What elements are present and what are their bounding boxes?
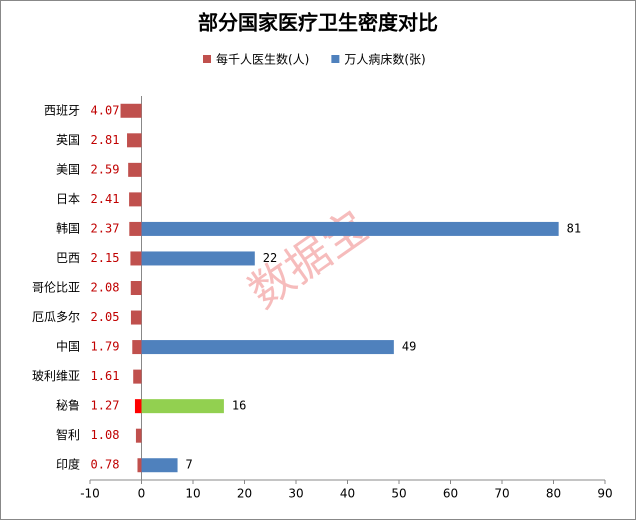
category-label: 玻利维亚 [32, 369, 80, 383]
category-label: 巴西 [56, 251, 80, 265]
value-label: 2.15 [91, 251, 120, 265]
bar [141, 221, 559, 236]
x-tick-label: 80 [546, 487, 561, 501]
bar [132, 340, 142, 355]
category-label: 智利 [56, 427, 80, 442]
chart-title: 部分国家医疗卫生密度对比 [198, 11, 438, 35]
bar [127, 133, 142, 148]
x-tick-label: 90 [597, 487, 612, 501]
value-label: 22 [263, 251, 277, 265]
category-label: 哥伦比亚 [32, 280, 80, 295]
value-label: 49 [402, 340, 416, 354]
bar [141, 458, 178, 473]
category-label: 印度 [56, 457, 80, 472]
category-label: 日本 [56, 192, 80, 206]
category-label: 厄瓜多尔 [32, 309, 80, 324]
category-label: 中国 [56, 339, 80, 354]
legend-label: 万人病床数(张) [344, 52, 425, 67]
bar [130, 310, 142, 325]
category-label: 韩国 [56, 220, 80, 235]
category-label: 秘鲁 [56, 399, 80, 413]
bar [135, 428, 142, 443]
bar [141, 251, 255, 266]
value-label: 2.05 [91, 310, 120, 324]
category-label: 美国 [56, 162, 80, 176]
value-label: 7 [186, 458, 193, 472]
bar [128, 162, 142, 177]
x-tick-label: 50 [391, 487, 406, 501]
value-label: 2.41 [91, 192, 120, 206]
value-label: 81 [567, 221, 581, 235]
x-tick-label: 70 [494, 487, 509, 501]
bar [129, 192, 142, 207]
x-tick-label: 20 [237, 487, 252, 501]
value-label: 1.79 [91, 340, 120, 354]
category-label: 英国 [56, 133, 80, 147]
bar [134, 399, 142, 414]
value-label: 4.07 [91, 103, 120, 117]
bar [129, 221, 142, 236]
bar [130, 281, 142, 295]
x-tick-label: 30 [288, 487, 303, 501]
value-label: 2.37 [91, 221, 120, 235]
x-tick-label: 40 [340, 487, 355, 501]
value-label: 1.27 [91, 399, 120, 413]
value-label: 2.81 [91, 133, 120, 147]
bar [120, 103, 142, 118]
value-label: 16 [232, 399, 246, 413]
value-label: 1.61 [91, 369, 120, 383]
x-tick-label: 10 [185, 487, 200, 501]
legend-label: 每千人医生数(人) [216, 52, 309, 67]
bar [133, 369, 142, 384]
x-tick-label: -10 [80, 487, 100, 501]
value-label: 2.08 [91, 281, 120, 295]
category-label: 西班牙 [44, 103, 80, 117]
legend-swatch [331, 55, 340, 63]
bar [141, 399, 224, 414]
value-label: 1.08 [91, 428, 120, 442]
value-label: 2.59 [91, 162, 120, 176]
legend-swatch [203, 55, 211, 63]
value-label: 0.78 [91, 458, 120, 472]
bar [141, 340, 394, 355]
bar [137, 458, 142, 473]
x-tick-label: 60 [443, 487, 458, 501]
bar [130, 251, 142, 266]
x-tick-label: 0 [138, 487, 146, 501]
